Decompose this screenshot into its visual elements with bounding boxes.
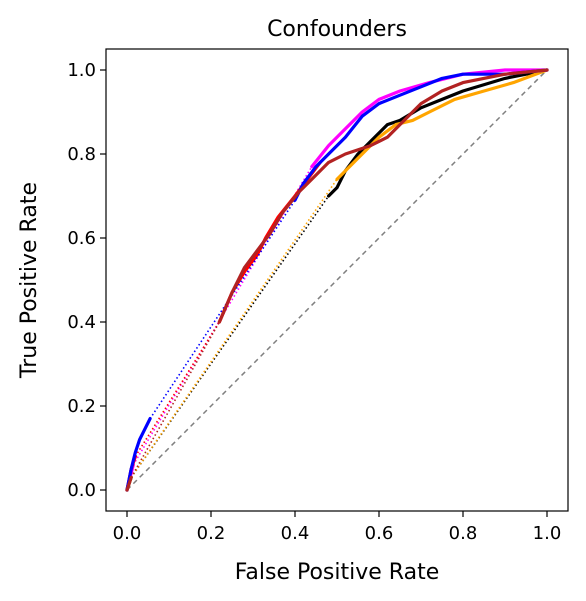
x-tick-label: 0.2: [197, 523, 226, 544]
plot-area: [125, 68, 549, 492]
axes-frame: [105, 48, 569, 512]
series-4-line-0: [125, 417, 152, 492]
series-5: [125, 68, 549, 492]
y-tick-label: 1.0: [67, 60, 96, 81]
series-1-gap-line: [130, 178, 338, 478]
series-5-line-1: [217, 68, 549, 324]
series-0-gap-line: [130, 195, 330, 478]
x-tick-label: 0.0: [113, 523, 142, 544]
reference-diagonal-line: [126, 69, 548, 491]
x-tick-label: 1.0: [533, 523, 562, 544]
x-tick-label: 0.6: [365, 523, 394, 544]
y-axis-label: True Positive Rate: [17, 182, 42, 379]
series-0-line-1: [327, 68, 549, 198]
series-4: [125, 68, 549, 492]
chart-title: Confounders: [267, 17, 407, 42]
series-2-line-1: [310, 68, 549, 169]
y-tick-label: 0.2: [67, 396, 96, 417]
x-tick-label: 0.4: [281, 523, 310, 544]
series-4-gap-line: [149, 199, 296, 420]
series-5-gap-line: [130, 321, 221, 478]
x-axis-label: False Positive Rate: [235, 560, 439, 585]
y-tick-label: 0.8: [67, 144, 96, 165]
x-tick-label: 0.8: [449, 523, 478, 544]
series-3-gap-line: [134, 321, 221, 457]
y-tick-label: 0.4: [67, 312, 96, 333]
series-5-line-0: [125, 475, 133, 492]
y-tick-label: 0.0: [67, 480, 96, 501]
y-tick-label: 0.6: [67, 228, 96, 249]
series-4-line-1: [293, 68, 549, 202]
series-1-line-1: [335, 68, 549, 181]
axis-ticks: 0.0 0.2 0.4 0.6 0.8 1.0 0.0 0.2 0.4 0.6 0.8 1.0: [67, 60, 561, 544]
